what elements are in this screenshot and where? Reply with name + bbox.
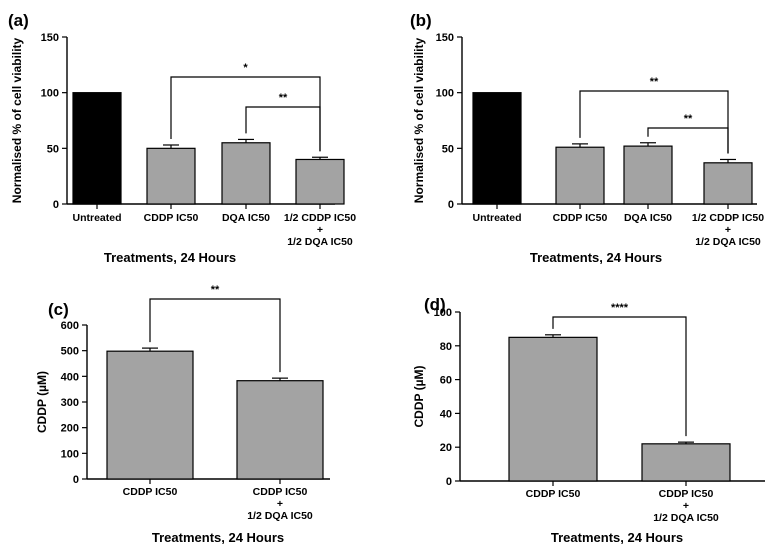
x-category-label: Untreated: [472, 212, 521, 224]
x-category-label: CDDP IC50: [526, 488, 581, 500]
bar-2: [146, 147, 196, 205]
x-category-label: CDDP IC50: [659, 488, 714, 500]
significance-label: **: [279, 92, 288, 104]
y-tick-label: 100: [61, 448, 79, 460]
y-tick-label: 0: [73, 474, 79, 486]
bar-2: [555, 146, 605, 205]
x-axis-title: Treatments, 24 Hours: [551, 530, 683, 545]
bar-1: [72, 92, 122, 205]
bar-1: [508, 336, 598, 482]
x-category-label: Untreated: [72, 212, 121, 224]
significance-label: ****: [611, 302, 629, 314]
panel-label: (a): [8, 11, 29, 30]
bar-4: [295, 158, 345, 205]
y-tick-label: 50: [442, 143, 454, 155]
bar-4: [703, 162, 753, 205]
significance-bracket: [647, 127, 729, 154]
x-category-label: 1/2 DQA IC50: [695, 236, 761, 248]
bar-1: [106, 350, 194, 480]
x-category-label: 1/2 CDDP IC50: [692, 212, 764, 224]
bar-1: [472, 92, 522, 205]
significance-label: **: [684, 113, 693, 125]
x-axis-title: Treatments, 24 Hours: [530, 250, 662, 265]
y-tick-label: 60: [440, 375, 452, 387]
significance-bracket: [149, 298, 281, 373]
x-axis-title: Treatments, 24 Hours: [104, 250, 236, 265]
panel-label: (b): [410, 11, 432, 30]
chart-panel-1: (a) 0 50 100 150 Normalised % of cell viabili…: [8, 11, 356, 265]
bar-2: [236, 380, 324, 480]
panel-label: (d): [424, 295, 446, 314]
x-category-label: 1/2 DQA IC50: [287, 236, 353, 248]
x-category-label: +: [683, 500, 689, 512]
significance-bracket: [552, 316, 687, 437]
x-category-label: +: [317, 224, 323, 236]
y-tick-label: 300: [61, 397, 79, 409]
y-tick-label: 50: [47, 143, 59, 155]
y-tick-label: 100: [41, 88, 59, 100]
y-tick-label: 100: [436, 88, 454, 100]
bar-3: [221, 142, 271, 205]
x-axis-title: Treatments, 24 Hours: [152, 530, 284, 545]
bar-2: [641, 443, 731, 482]
chart-panel-2: (b) 0 50 100 150 Normalised % of cell viabili…: [410, 11, 764, 265]
significance-label: **: [211, 284, 220, 296]
x-category-label: 1/2 DQA IC50: [653, 512, 719, 524]
y-tick-label: 0: [448, 199, 454, 211]
significance-bracket: [579, 90, 729, 154]
x-category-label: DQA IC50: [624, 212, 672, 224]
x-category-label: +: [277, 498, 283, 510]
x-category-label: CDDP IC50: [253, 486, 308, 498]
y-tick-label: 500: [61, 346, 79, 358]
y-tick-label: 0: [53, 199, 59, 211]
y-axis-title: CDDP (µM): [35, 371, 49, 433]
x-category-label: DQA IC50: [222, 212, 270, 224]
y-tick-label: 400: [61, 371, 79, 383]
x-category-label: 1/2 CDDP IC50: [284, 212, 356, 224]
y-tick-label: 600: [61, 320, 79, 332]
chart-panel-4: (d) 0 20 40 60 80 100 CDDP (µM) Treatments, 24 H…: [412, 295, 765, 545]
x-category-label: CDDP IC50: [144, 212, 199, 224]
y-tick-label: 150: [436, 32, 454, 44]
y-axis-title: Normalised % of cell viability: [412, 37, 426, 203]
y-axis-title: CDDP (µM): [412, 365, 426, 427]
chart-panel-3: (c) 0 100 200 300 400 500 600 CDDP (µM) Treatment…: [35, 284, 330, 545]
x-category-label: +: [725, 224, 731, 236]
y-tick-label: 150: [41, 32, 59, 44]
y-tick-label: 40: [440, 408, 452, 420]
y-tick-label: 200: [61, 423, 79, 435]
panel-label: (c): [48, 300, 69, 319]
bar-3: [623, 145, 673, 205]
significance-label: **: [650, 76, 659, 88]
y-tick-label: 0: [446, 476, 452, 488]
y-axis-title: Normalised % of cell viability: [10, 37, 24, 203]
significance-bracket: [245, 106, 321, 152]
y-tick-label: 20: [440, 442, 452, 454]
x-category-label: CDDP IC50: [553, 212, 608, 224]
y-tick-label: 80: [440, 341, 452, 353]
significance-label: *: [243, 62, 248, 74]
x-category-label: CDDP IC50: [123, 486, 178, 498]
x-category-label: 1/2 DQA IC50: [247, 510, 313, 522]
y-tick-label: 100: [434, 307, 452, 319]
